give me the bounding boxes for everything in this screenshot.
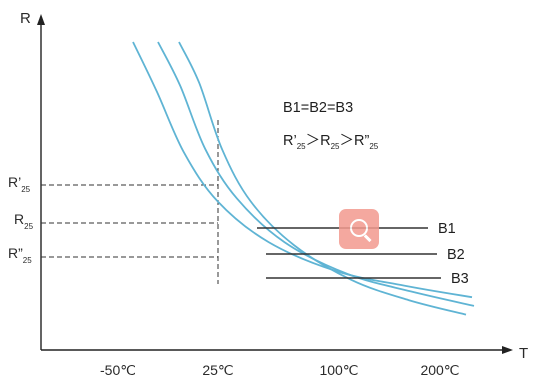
- y-axis-label: R: [20, 10, 31, 27]
- curves-group: [132, 41, 475, 316]
- x-axis-arrow: [502, 346, 513, 354]
- y-marker-label-r-double: R”25: [8, 245, 32, 265]
- curve-b1: [132, 41, 473, 299]
- x-tick-label: 100℃: [319, 362, 358, 378]
- search-icon-handle: [364, 234, 372, 242]
- y-marker-label-r: R25: [14, 211, 34, 231]
- b3-label: B3: [451, 271, 469, 287]
- b2-label: B2: [447, 247, 465, 263]
- x-tick-label: 200℃: [420, 362, 459, 378]
- y-axis-arrow: [37, 14, 45, 25]
- curve-b3: [178, 41, 467, 316]
- search-icon-lens: [350, 219, 368, 237]
- y-marker-label-r-prime: R’25: [8, 174, 31, 194]
- b1-label: B1: [438, 221, 456, 237]
- x-tick-label: 25℃: [202, 362, 233, 378]
- search-icon[interactable]: [339, 209, 379, 249]
- x-tick-label: -50℃: [100, 362, 136, 378]
- annotation-r-order: R’25＞R25＞R”25: [283, 133, 379, 151]
- annotation-b-equal: B1=B2=B3: [283, 100, 353, 116]
- x-axis-label: T: [519, 345, 528, 362]
- curve-b2: [157, 41, 475, 307]
